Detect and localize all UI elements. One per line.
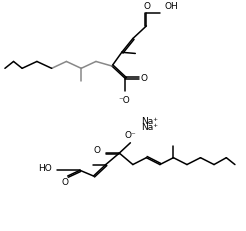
Text: HO: HO bbox=[38, 164, 52, 173]
Text: ⁻O: ⁻O bbox=[118, 96, 130, 105]
Text: O: O bbox=[62, 178, 69, 187]
Text: O: O bbox=[143, 2, 150, 11]
Text: OH: OH bbox=[165, 2, 179, 11]
Text: Na⁺: Na⁺ bbox=[141, 116, 158, 125]
Text: Na⁺: Na⁺ bbox=[141, 123, 158, 132]
Text: O⁻: O⁻ bbox=[124, 131, 136, 140]
Text: O: O bbox=[140, 74, 147, 83]
Text: O: O bbox=[94, 146, 101, 155]
